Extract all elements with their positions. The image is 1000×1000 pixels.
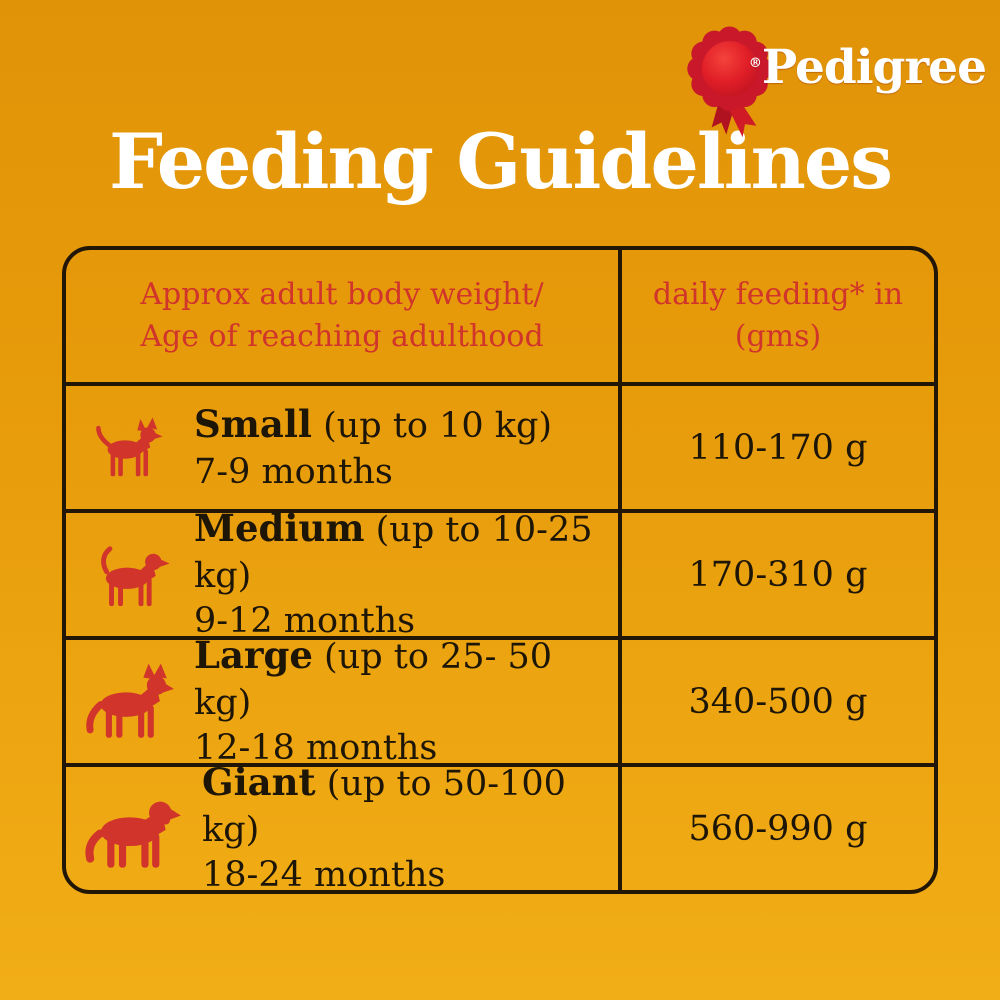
header-weight-age-line2: Age of reaching adulthood: [140, 319, 544, 354]
row-large-size-line: Large (up to 25- 50 kg): [194, 631, 618, 726]
header-daily-feeding-line1: daily feeding* in: [652, 277, 904, 312]
header-daily-feeding-line2: (gms): [734, 319, 822, 354]
dog-large-icon: [66, 661, 184, 743]
table-row-large: Large (up to 25- 50 kg) 12-18 months 340…: [66, 633, 934, 768]
age-range: 12-18 months: [194, 728, 438, 769]
weight-note: (up to 10-25 kg): [194, 510, 593, 596]
weight-note: (up to 25- 50 kg): [194, 637, 553, 723]
weight-note: (up to 10 kg): [323, 406, 553, 446]
size-label: Medium: [194, 506, 365, 551]
age-range: 7-9 months: [194, 451, 393, 492]
daily-feeding-value: 340-500 g: [688, 681, 868, 722]
rosette-ribbon-icon: [687, 26, 772, 138]
row-giant-text: Giant (up to 50-100 kg) 18-24 months: [202, 758, 618, 894]
table-row-giant: Giant (up to 50-100 kg) 18-24 months 560…: [66, 760, 934, 890]
daily-feeding-value: 170-310 g: [688, 554, 868, 595]
dog-giant-icon: [66, 785, 192, 873]
page-title: Feeding Guidelines: [108, 117, 893, 206]
brand-wordmark: ®Pedigree: [748, 44, 987, 91]
size-label: Large: [194, 633, 313, 678]
table-row-small: Small (up to 10 kg) 7-9 months 110-170 g: [66, 382, 934, 509]
feeding-table: Approx adult body weight/ Age of reachin…: [62, 246, 938, 894]
dog-small-icon: [66, 415, 184, 481]
size-label: Small: [194, 402, 312, 446]
row-giant-size-line: Giant (up to 50-100 kg): [202, 758, 618, 853]
table-header-row: Approx adult body weight/ Age of reachin…: [66, 250, 934, 382]
row-medium-text: Medium (up to 10-25 kg) 9-12 months: [194, 504, 618, 645]
row-small-text: Small (up to 10 kg) 7-9 months: [194, 400, 552, 495]
daily-feeding-value: 110-170 g: [688, 427, 868, 468]
age-range: 9-12 months: [194, 601, 416, 642]
brand-logo: ®Pedigree: [679, 20, 987, 142]
row-small-size-line: Small (up to 10 kg): [194, 400, 552, 450]
row-large-text: Large (up to 25- 50 kg) 12-18 months: [194, 631, 618, 772]
registered-mark-icon: ®: [748, 56, 762, 71]
header-weight-age-line1: Approx adult body weight/: [140, 277, 544, 312]
weight-note: (up to 50-100 kg): [202, 764, 566, 850]
brand-wordmark-text: Pedigree: [761, 40, 987, 95]
header-daily-feeding: daily feeding* in (gms): [622, 250, 934, 382]
age-range: 18-24 months: [202, 855, 446, 894]
daily-feeding-value: 560-990 g: [688, 808, 868, 849]
row-medium-size-line: Medium (up to 10-25 kg): [194, 504, 618, 599]
dog-medium-icon: [66, 539, 184, 611]
table-row-medium: Medium (up to 10-25 kg) 9-12 months 170-…: [66, 506, 934, 641]
size-label: Giant: [202, 760, 316, 805]
header-weight-age: Approx adult body weight/ Age of reachin…: [66, 250, 622, 382]
